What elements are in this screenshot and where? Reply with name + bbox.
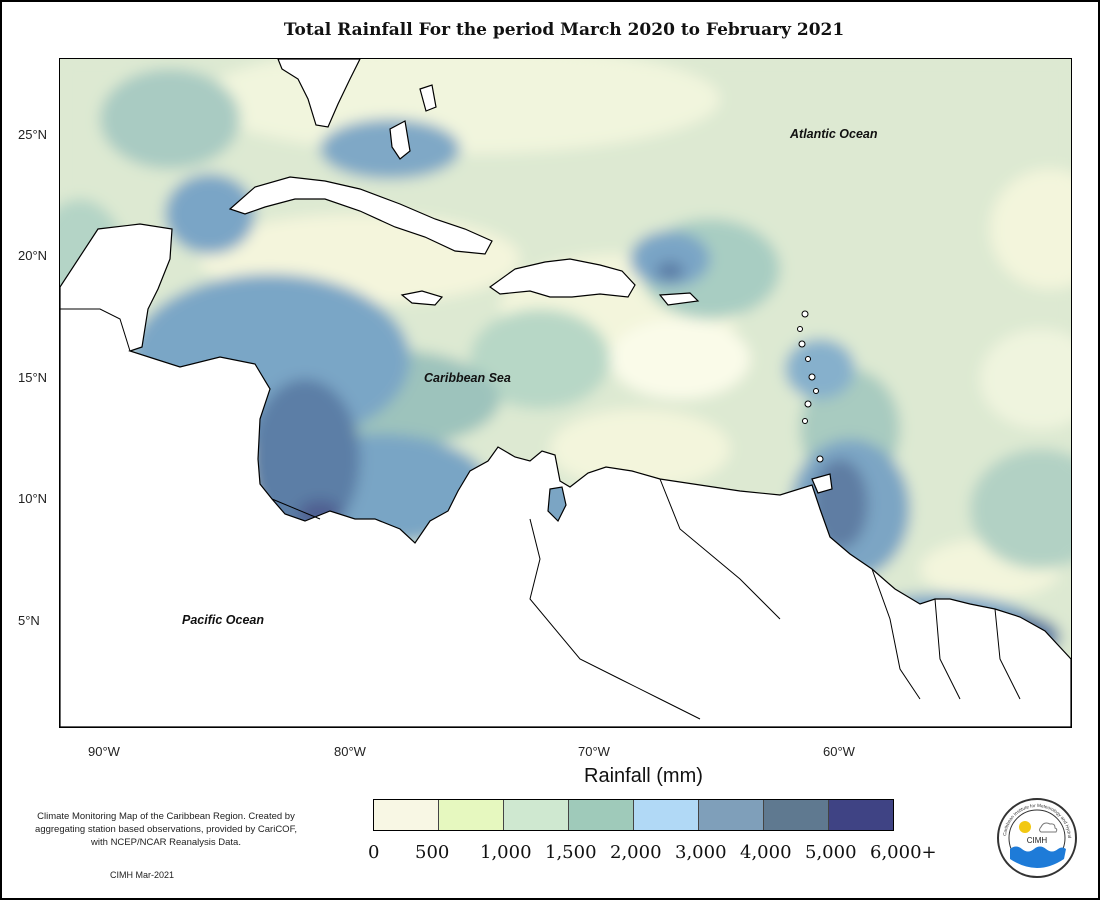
map-description: Climate Monitoring Map of the Caribbean … <box>35 811 297 848</box>
credit-text: CIMH Mar-2021 <box>110 870 175 880</box>
lat-label: 10°N <box>18 491 48 506</box>
lon-label: 60°W <box>823 744 855 759</box>
land-masses <box>60 59 1071 727</box>
legend-color-bar <box>373 799 894 831</box>
lat-label: 5°N <box>18 613 40 628</box>
legend-swatch <box>764 800 829 830</box>
lon-label: 90°W <box>88 744 120 759</box>
legend-swatch <box>699 800 764 830</box>
legend-swatch <box>504 800 569 830</box>
country-borders <box>60 308 1021 720</box>
cimh-logo: CIMH Caribbean Institute for Meteorology… <box>996 797 1077 878</box>
legend-swatch <box>569 800 634 830</box>
lesser-antilles <box>797 310 824 463</box>
caribbean-sea-label: Caribbean Sea <box>424 371 511 385</box>
wave-icon <box>1010 846 1066 868</box>
legend-label: 6,000+ <box>870 842 937 863</box>
rainfall-map[interactable] <box>59 58 1072 728</box>
legend-label: 0 <box>368 842 380 863</box>
legend-label: 1,000 <box>480 842 532 863</box>
cloud-icon <box>1039 822 1058 833</box>
legend-title: Rainfall (mm) <box>584 765 703 787</box>
legend-swatch <box>634 800 699 830</box>
legend-swatch <box>439 800 504 830</box>
lat-label: 25°N <box>18 127 48 142</box>
lat-label: 20°N <box>18 248 48 263</box>
legend-swatch <box>829 800 893 830</box>
legend-label: 1,500 <box>545 842 597 863</box>
lon-label: 70°W <box>578 744 610 759</box>
legend-label: 4,000 <box>740 842 792 863</box>
sun-icon <box>1019 821 1031 833</box>
legend-label: 500 <box>415 842 450 863</box>
map-canvas <box>60 59 1071 727</box>
legend-label: 2,000 <box>610 842 662 863</box>
map-title: Total Rainfall For the period March 2020… <box>283 20 845 40</box>
legend-swatch <box>374 800 439 830</box>
lon-label: 80°W <box>334 744 366 759</box>
atlantic-ocean-label: Atlantic Ocean <box>790 127 878 141</box>
legend-label: 5,000 <box>805 842 857 863</box>
lat-label: 15°N <box>18 370 48 385</box>
legend-label: 3,000 <box>675 842 727 863</box>
pacific-ocean-label: Pacific Ocean <box>182 613 264 627</box>
logo-text: CIMH <box>1027 836 1048 845</box>
